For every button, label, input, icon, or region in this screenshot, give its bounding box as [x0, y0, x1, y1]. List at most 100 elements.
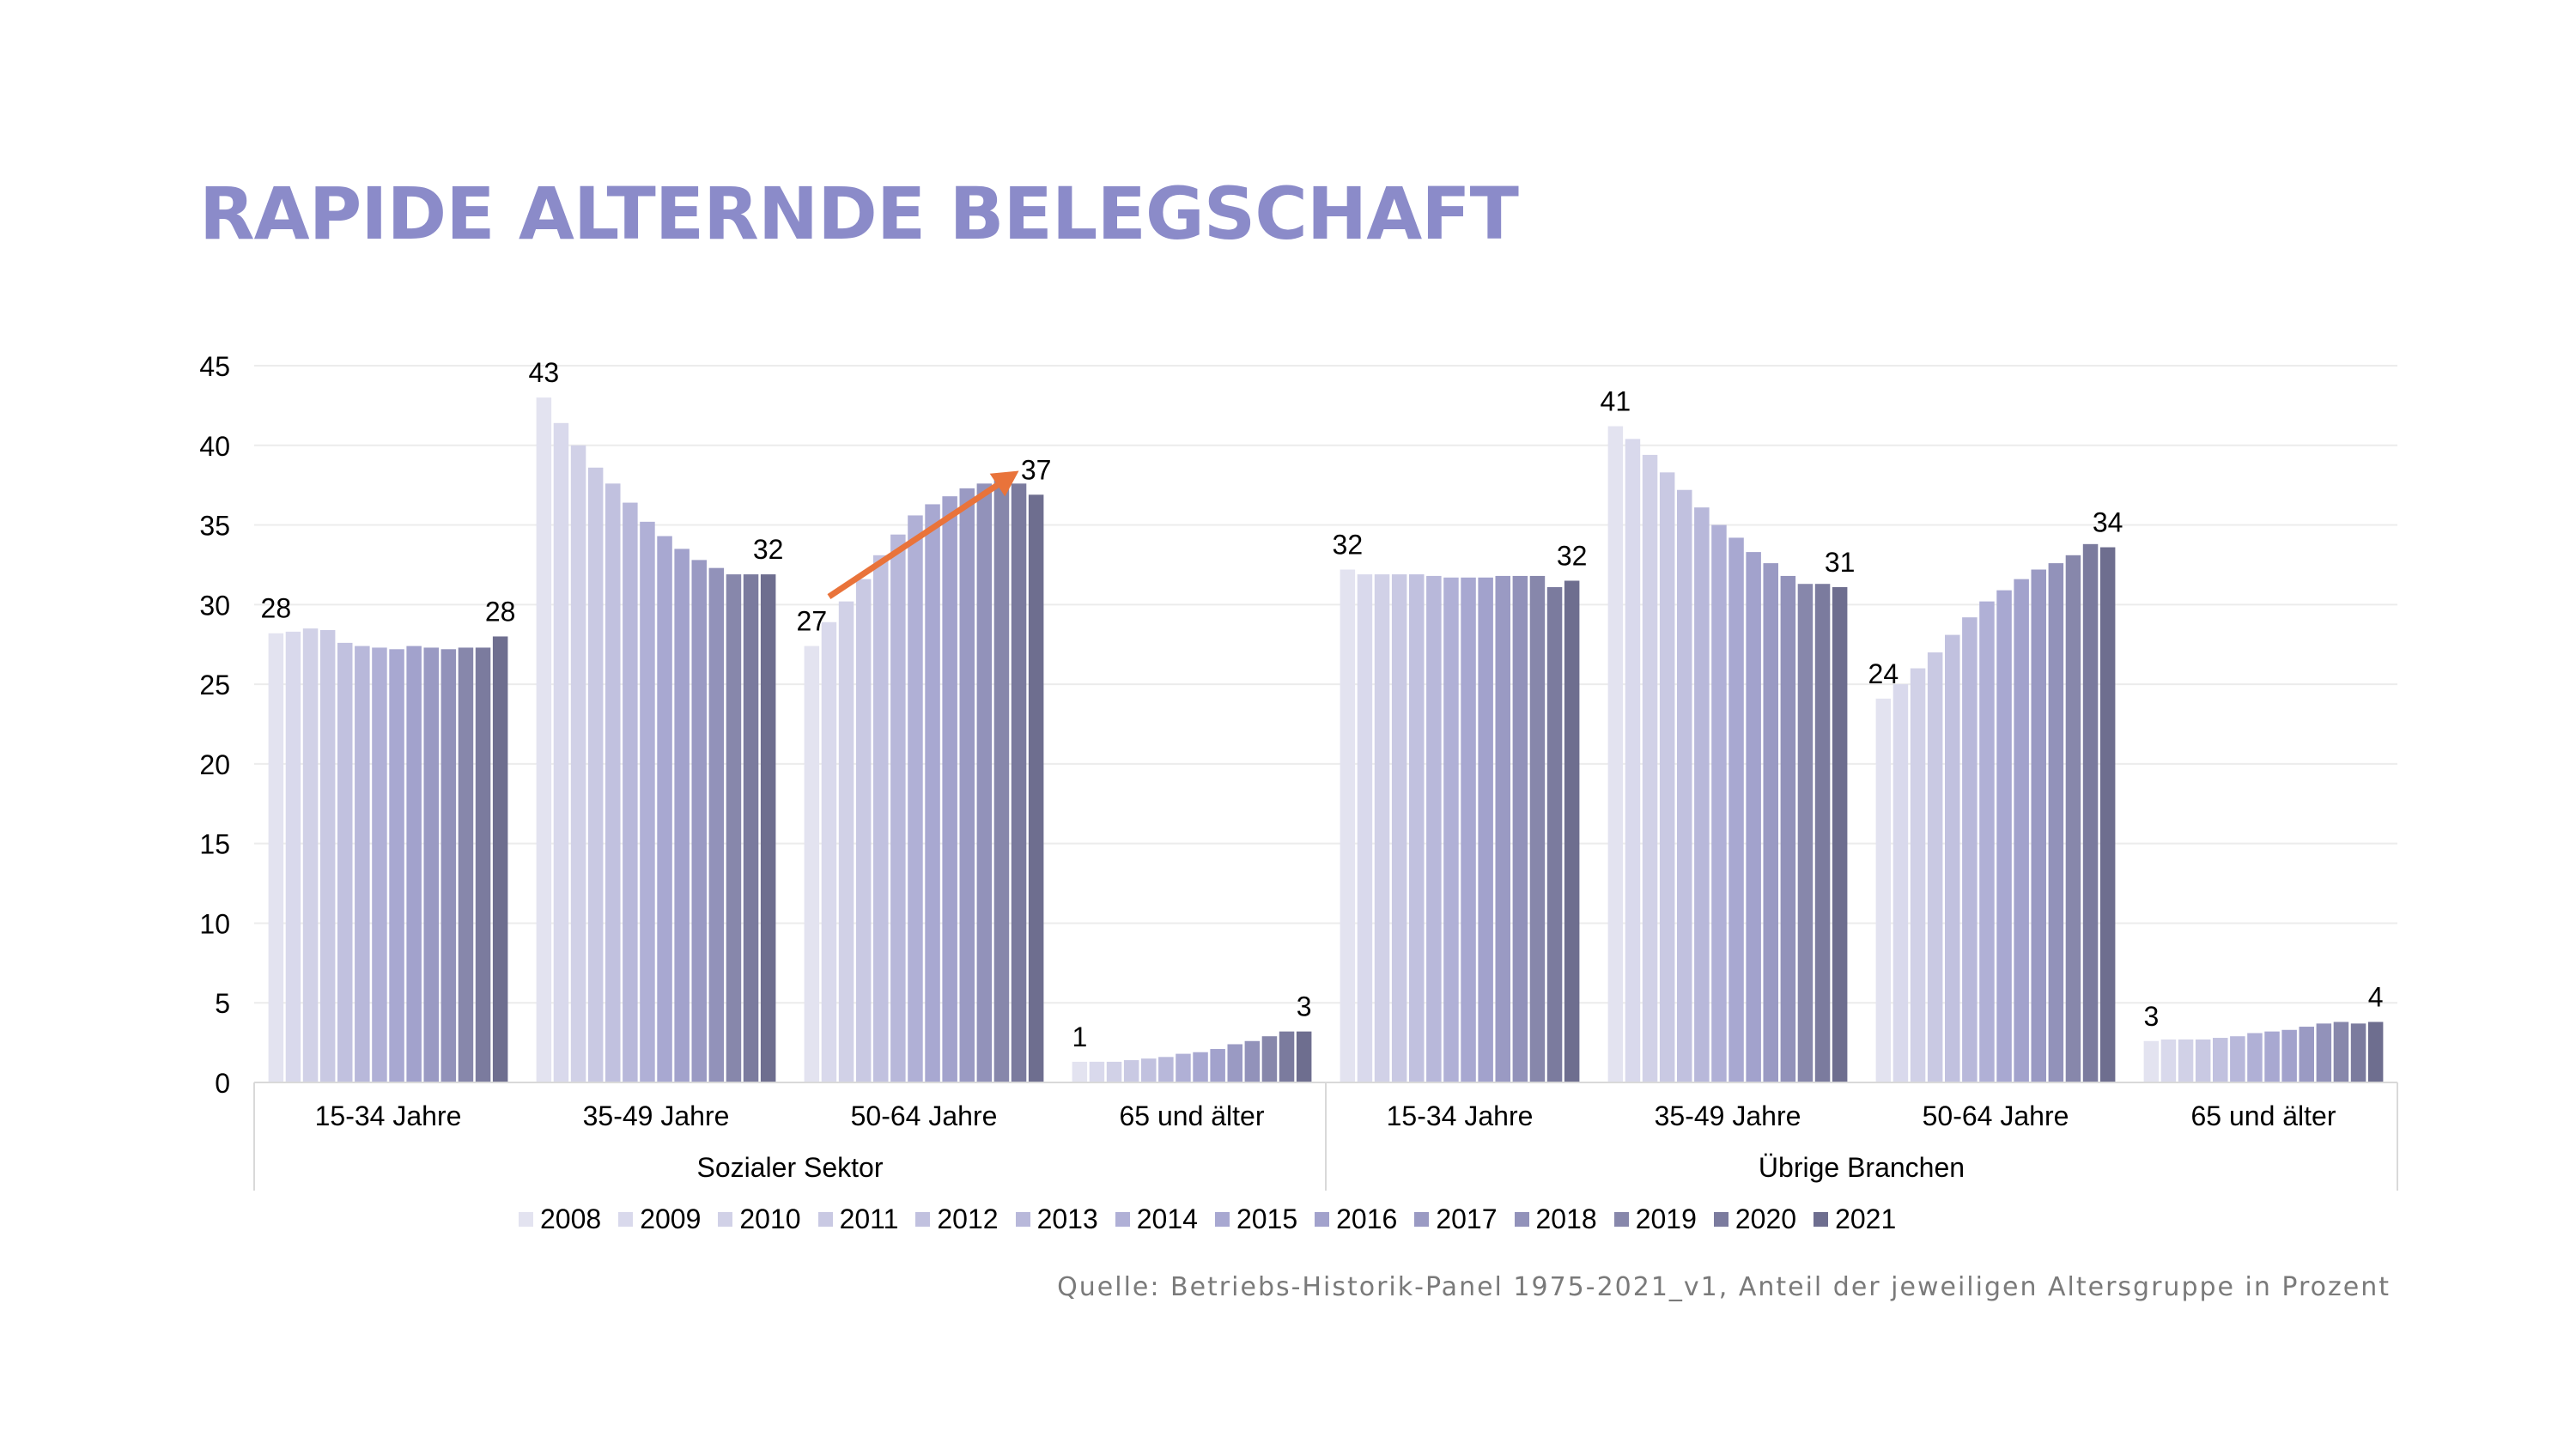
- data-label: 4: [2368, 981, 2384, 1012]
- bar: [2316, 1023, 2332, 1082]
- legend-swatch: [1115, 1211, 1130, 1227]
- legend-label: 2021: [1835, 1203, 1897, 1234]
- legend-item: 2009: [618, 1203, 701, 1235]
- bar: [726, 574, 742, 1082]
- bar: [285, 631, 301, 1082]
- bar: [389, 649, 404, 1082]
- legend-item: 2011: [817, 1203, 898, 1235]
- y-axis-ticks: 0 5 10 15 20 25 30 35 40 45: [199, 351, 230, 1099]
- bar: [821, 621, 837, 1082]
- bar: [1495, 575, 1510, 1082]
- bar: [1529, 575, 1546, 1082]
- bar: [475, 647, 491, 1082]
- bar: [1123, 1060, 1139, 1082]
- legend-item: 2008: [519, 1203, 601, 1235]
- data-label: 31: [1825, 547, 1856, 578]
- bar: [1677, 489, 1692, 1082]
- bar: [1141, 1058, 1157, 1082]
- bar: [623, 502, 638, 1082]
- bar: [492, 636, 508, 1082]
- bar: [1875, 698, 1892, 1082]
- bar: [1409, 574, 1425, 1082]
- legend-item: 2010: [718, 1203, 801, 1235]
- source-note: Quelle: Betriebs-Historik-Panel 1975-202…: [1057, 1272, 2391, 1302]
- y-tick-label: 40: [199, 431, 230, 462]
- bar: [1659, 472, 1675, 1082]
- y-tick-label: 15: [199, 829, 230, 860]
- bar: [2247, 1033, 2263, 1082]
- bar: [2299, 1027, 2314, 1082]
- legend-label: 2017: [1436, 1203, 1498, 1234]
- bar: [1512, 575, 1528, 1082]
- bar: [337, 642, 353, 1082]
- bar: [2264, 1031, 2280, 1082]
- data-label: 34: [2093, 507, 2123, 538]
- legend-label: 2016: [1336, 1203, 1398, 1234]
- legend-swatch: [1814, 1211, 1829, 1227]
- legend-item: 2020: [1713, 1203, 1796, 1235]
- trend-arrow-line: [827, 482, 999, 599]
- bar: [1564, 580, 1580, 1082]
- bar: [959, 488, 975, 1082]
- group-label: Sozialer Sektor: [697, 1152, 884, 1183]
- bar: [1746, 552, 1761, 1082]
- bars: [268, 397, 2384, 1083]
- legend-label: 2019: [1635, 1203, 1697, 1234]
- bar: [1296, 1031, 1312, 1082]
- bar: [2065, 555, 2081, 1082]
- bar: [2160, 1039, 2177, 1082]
- bar: [760, 574, 776, 1082]
- bar: [302, 628, 319, 1082]
- legend-swatch: [718, 1211, 733, 1227]
- bar: [2178, 1039, 2194, 1082]
- bar: [1607, 426, 1624, 1082]
- bar: [873, 555, 889, 1082]
- category-label: 15-34 Jahre: [1387, 1100, 1534, 1131]
- bar: [993, 476, 1010, 1082]
- bar: [925, 504, 940, 1082]
- bar: [1244, 1040, 1261, 1082]
- bar: [1962, 617, 1978, 1082]
- legend-item: 2017: [1414, 1203, 1498, 1235]
- bar: [1426, 575, 1442, 1082]
- bar: [976, 483, 993, 1082]
- data-label: 1: [1072, 1022, 1087, 1052]
- bar: [1945, 634, 1960, 1082]
- bar: [1814, 584, 1831, 1082]
- bar: [1927, 652, 1943, 1082]
- annotations: [827, 470, 1019, 599]
- bar: [1176, 1053, 1191, 1082]
- bar: [1011, 483, 1027, 1082]
- bar: [1642, 454, 1658, 1082]
- bar: [268, 633, 284, 1082]
- bar: [1158, 1057, 1174, 1082]
- category-label: 65 und älter: [2190, 1100, 2336, 1131]
- bar: [1279, 1031, 1295, 1082]
- bar: [2281, 1029, 2297, 1082]
- legend-swatch: [817, 1211, 833, 1227]
- legend-item: 2013: [1015, 1203, 1098, 1235]
- data-label: 28: [261, 593, 292, 624]
- legend-item: 2021: [1814, 1203, 1896, 1235]
- legend-item: 2019: [1613, 1203, 1697, 1235]
- y-tick-label: 20: [199, 749, 230, 780]
- bar: [908, 515, 923, 1082]
- legend-item: 2012: [915, 1203, 999, 1235]
- bar: [1478, 577, 1493, 1082]
- bar: [890, 534, 906, 1082]
- bar: [1979, 601, 1995, 1082]
- bar: [691, 560, 707, 1082]
- legend-item: 2015: [1214, 1203, 1297, 1235]
- data-label: 27: [797, 606, 828, 637]
- bar: [1028, 494, 1044, 1082]
- legend-label: 2014: [1136, 1203, 1198, 1234]
- bar: [440, 649, 457, 1082]
- bar: [1625, 439, 1641, 1082]
- data-label: 41: [1601, 386, 1631, 417]
- legend-label: 2012: [937, 1203, 999, 1234]
- legend-swatch: [1713, 1211, 1728, 1227]
- legend-swatch: [1015, 1211, 1030, 1227]
- bar: [1797, 584, 1814, 1082]
- bar: [2213, 1038, 2228, 1082]
